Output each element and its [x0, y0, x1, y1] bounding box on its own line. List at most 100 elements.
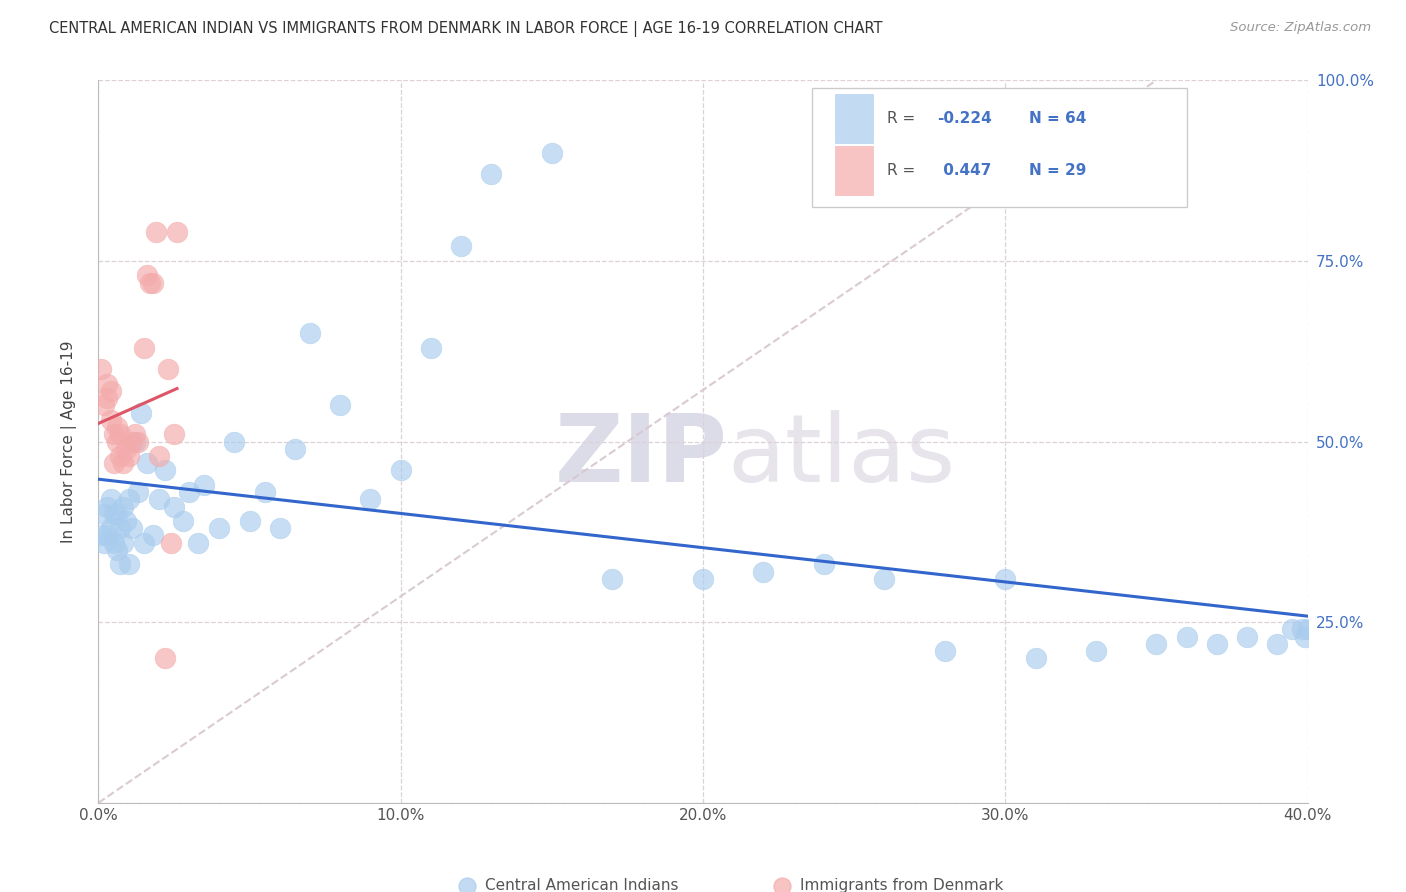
Text: N = 64: N = 64	[1029, 112, 1087, 126]
Point	[93, 507, 115, 521]
Point	[108, 558, 131, 572]
FancyBboxPatch shape	[835, 146, 873, 194]
Point	[105, 542, 128, 557]
Point	[103, 427, 125, 442]
Text: Central American Indians: Central American Indians	[485, 879, 679, 892]
Point	[100, 384, 122, 398]
Point	[269, 521, 291, 535]
Point	[139, 276, 162, 290]
Point	[284, 442, 307, 456]
FancyBboxPatch shape	[835, 95, 873, 143]
Point	[108, 521, 131, 535]
Point	[1206, 637, 1229, 651]
Point	[142, 528, 165, 542]
Point	[389, 463, 412, 477]
Point	[299, 326, 322, 340]
Point	[1085, 644, 1108, 658]
Point	[96, 391, 118, 405]
Point	[156, 362, 179, 376]
Point	[329, 398, 352, 412]
Point	[1267, 637, 1289, 651]
Text: 0.447: 0.447	[938, 163, 991, 178]
FancyBboxPatch shape	[811, 87, 1187, 207]
Point	[118, 492, 141, 507]
Point	[360, 492, 382, 507]
Point	[208, 521, 231, 535]
Point	[813, 558, 835, 572]
Text: Immigrants from Denmark: Immigrants from Denmark	[800, 879, 1002, 892]
Point	[602, 572, 624, 586]
Point	[93, 398, 115, 412]
Point	[253, 485, 276, 500]
Point	[153, 651, 176, 665]
Point	[187, 535, 209, 549]
Point	[118, 449, 141, 463]
Point	[1281, 623, 1303, 637]
Point	[172, 514, 194, 528]
Text: -0.224: -0.224	[938, 112, 993, 126]
Text: Source: ZipAtlas.com: Source: ZipAtlas.com	[1230, 21, 1371, 34]
Point	[145, 225, 167, 239]
Point	[108, 427, 131, 442]
Point	[148, 492, 170, 507]
Point	[166, 225, 188, 239]
Point	[1294, 630, 1316, 644]
Point	[111, 500, 134, 514]
Point	[540, 145, 562, 160]
Point	[873, 572, 896, 586]
Point	[160, 535, 183, 549]
Point	[1236, 630, 1258, 644]
Point	[135, 456, 157, 470]
Point	[105, 434, 128, 449]
Point	[111, 535, 134, 549]
Point	[103, 535, 125, 549]
Point	[239, 514, 262, 528]
Point	[93, 535, 115, 549]
Point	[127, 434, 149, 449]
Point	[111, 456, 134, 470]
Point	[90, 362, 112, 376]
Text: R =: R =	[887, 163, 920, 178]
Point	[692, 572, 714, 586]
Point	[193, 478, 215, 492]
Point	[994, 572, 1017, 586]
Point	[1024, 651, 1046, 665]
Text: ZIP: ZIP	[554, 410, 727, 502]
Point	[179, 485, 201, 500]
Point	[118, 558, 141, 572]
Point	[142, 276, 165, 290]
Point	[105, 507, 128, 521]
Point	[934, 644, 956, 658]
Point	[127, 485, 149, 500]
Text: CENTRAL AMERICAN INDIAN VS IMMIGRANTS FROM DENMARK IN LABOR FORCE | AGE 16-19 CO: CENTRAL AMERICAN INDIAN VS IMMIGRANTS FR…	[49, 21, 883, 37]
Y-axis label: In Labor Force | Age 16-19: In Labor Force | Age 16-19	[60, 340, 77, 543]
Point	[100, 521, 122, 535]
Point	[163, 500, 186, 514]
Point	[90, 528, 112, 542]
Point	[163, 427, 186, 442]
Point	[481, 167, 503, 181]
Point	[1144, 637, 1167, 651]
Point	[124, 427, 146, 442]
Point	[96, 528, 118, 542]
Point	[108, 449, 131, 463]
Point	[1296, 623, 1319, 637]
Point	[105, 420, 128, 434]
Point	[100, 492, 122, 507]
Text: atlas: atlas	[727, 410, 956, 502]
Point	[135, 268, 157, 283]
Point	[96, 500, 118, 514]
Point	[1291, 623, 1313, 637]
Point	[1010, 879, 1032, 892]
Point	[124, 434, 146, 449]
Point	[450, 239, 472, 253]
Point	[153, 463, 176, 477]
Point	[224, 434, 246, 449]
Point	[121, 521, 143, 535]
Point	[1175, 630, 1198, 644]
Point	[132, 341, 155, 355]
Point	[114, 514, 136, 528]
Point	[103, 456, 125, 470]
Point	[103, 507, 125, 521]
Point	[420, 341, 443, 355]
